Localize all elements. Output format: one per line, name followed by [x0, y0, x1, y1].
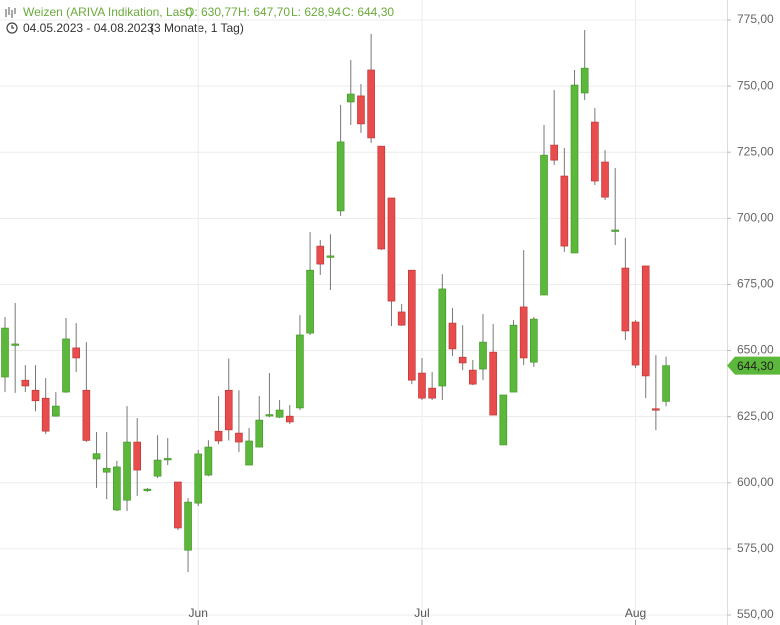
candle-body — [469, 369, 477, 385]
x-tick-label: Aug — [625, 606, 646, 620]
candle-body — [265, 414, 274, 417]
candle-body — [143, 488, 152, 491]
candle-body — [530, 318, 538, 363]
candle-body — [163, 458, 172, 461]
candle-body — [499, 394, 508, 446]
candle-body — [652, 408, 660, 411]
candle-body — [255, 419, 264, 448]
last-price-tag — [727, 356, 780, 375]
candle-body — [296, 334, 304, 409]
candle-body — [235, 432, 243, 443]
candle-body — [204, 446, 213, 476]
y-tick-label: 625,00 — [737, 409, 774, 423]
candle-body — [184, 501, 192, 551]
candle-body — [82, 389, 91, 441]
candle-body — [479, 341, 487, 370]
candle-body — [580, 67, 589, 94]
candle-body — [560, 175, 569, 247]
candle-body — [489, 351, 497, 416]
candle-body — [31, 389, 40, 402]
y-tick-label: 725,00 — [737, 144, 774, 158]
ohlc-label: L: 628,94 — [291, 5, 341, 19]
candle-body — [509, 324, 518, 393]
candle-body — [621, 267, 630, 332]
y-tick-label: 775,00 — [737, 12, 774, 26]
candle-body — [21, 379, 30, 387]
date-range: 04.05.2023 - 04.08.2023 — [23, 21, 154, 35]
candle-body — [153, 459, 162, 477]
y-tick-label: 575,00 — [737, 541, 774, 555]
candle-body — [123, 441, 131, 501]
candle-body — [662, 365, 670, 402]
candle-body — [570, 84, 579, 254]
candle-body — [92, 453, 101, 460]
candle-body — [407, 269, 416, 381]
candle-body — [41, 397, 50, 432]
clock-icon — [6, 22, 18, 34]
y-tick-label: 600,00 — [737, 475, 774, 489]
candle-body — [316, 245, 325, 265]
candle-body — [367, 69, 375, 139]
candle-body — [397, 311, 406, 326]
x-tick-label: Jul — [414, 606, 429, 620]
candle-body — [52, 405, 60, 417]
candle-body — [214, 430, 223, 442]
ohlc-label: H: 647,70 — [238, 5, 290, 19]
candle-body — [245, 440, 253, 466]
candle-body — [611, 229, 620, 232]
candle-body — [377, 145, 386, 250]
candle-body — [62, 338, 70, 393]
chart-title: Weizen (ARIVA Indikation, Last) — [23, 5, 193, 19]
y-tick-label: 650,00 — [737, 343, 774, 357]
candle-body — [285, 415, 294, 423]
candle-body — [601, 161, 609, 198]
grid — [0, 0, 727, 625]
y-tick-label: 700,00 — [737, 211, 774, 225]
candle-body — [448, 322, 457, 350]
candle-body — [336, 141, 345, 212]
chart-icon — [5, 7, 16, 18]
candle-body — [113, 466, 121, 511]
candle-body — [428, 387, 436, 399]
candle-body — [550, 144, 558, 161]
candle-body — [519, 306, 528, 359]
candle-body — [438, 288, 447, 387]
ohlc-label: O: 630,77 — [185, 5, 238, 19]
candle-body — [133, 441, 142, 471]
candle-body — [1, 327, 9, 378]
candle-body — [194, 453, 203, 504]
candle-body — [357, 95, 365, 125]
candle-body — [174, 481, 182, 529]
last-price-label: 644,30 — [737, 359, 774, 373]
candle-body — [326, 255, 335, 258]
candle-body — [72, 347, 80, 359]
candle-body — [11, 343, 19, 346]
candle-body — [591, 121, 599, 182]
candle-body — [540, 154, 548, 296]
candle-body — [458, 356, 467, 364]
y-tick-label: 750,00 — [737, 78, 774, 92]
candle-body — [102, 467, 111, 473]
y-tick-label: 550,00 — [737, 607, 774, 621]
x-tick-label: Jun — [189, 606, 208, 620]
candle-body — [387, 197, 396, 302]
candle-body — [346, 93, 355, 103]
candle-body — [306, 269, 314, 334]
candle-body — [224, 389, 233, 431]
ohlc-label: C: 644,30 — [342, 5, 394, 19]
period: (3 Monate, 1 Tag) — [150, 21, 244, 35]
y-tick-label: 675,00 — [737, 277, 774, 291]
candle-body — [631, 321, 640, 366]
candle-body — [641, 265, 650, 377]
candle-body — [275, 409, 284, 418]
candle-body — [418, 372, 426, 399]
